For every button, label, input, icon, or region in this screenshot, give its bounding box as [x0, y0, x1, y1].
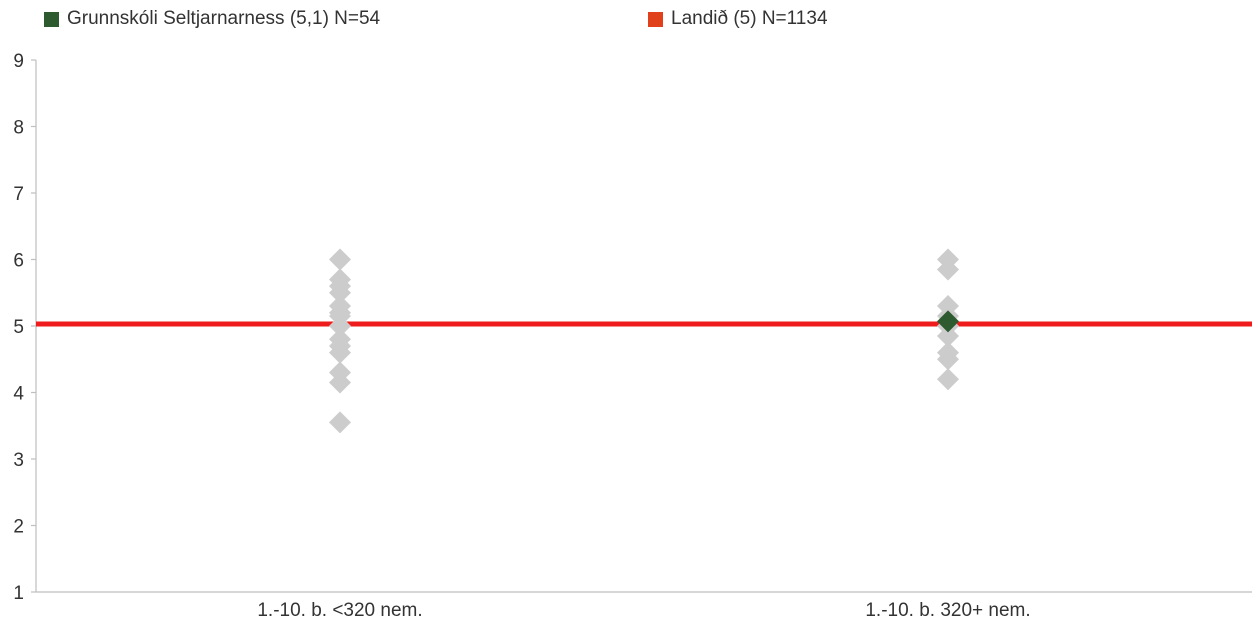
- chart-legend: Grunnskóli Seltjarnarness (5,1) N=54 Lan…: [0, 8, 1258, 38]
- other-school-marker: [937, 324, 959, 347]
- other-school-marker: [329, 281, 351, 304]
- y-tick-label: 2: [13, 517, 24, 538]
- y-tick-label: 8: [13, 118, 24, 139]
- y-tick-label: 7: [13, 184, 24, 205]
- legend-swatch-national: [648, 11, 663, 27]
- legend-label-national: Landið (5) N=1134: [671, 8, 828, 29]
- other-school-marker: [329, 411, 351, 434]
- school-marker: [937, 310, 959, 333]
- other-school-marker: [329, 315, 351, 337]
- y-tick-label: 5: [13, 317, 24, 338]
- y-tick-label: 6: [13, 251, 24, 272]
- legend-item-school: Grunnskóli Seltjarnarness (5,1) N=54: [44, 8, 380, 30]
- y-tick-label: 9: [13, 51, 24, 72]
- legend-swatch-school: [44, 11, 59, 27]
- y-tick-label: 3: [13, 450, 24, 471]
- other-school-marker: [937, 348, 959, 371]
- other-school-marker: [329, 248, 351, 271]
- other-school-marker: [329, 371, 351, 394]
- legend-item-national: Landið (5) N=1134: [648, 8, 828, 30]
- other-school-marker: [937, 258, 959, 281]
- other-school-marker: [937, 368, 959, 391]
- x-tick-label: 1.-10. b. <320 nem.: [257, 600, 422, 621]
- y-tick-label: 1: [13, 583, 24, 604]
- legend-label-school: Grunnskóli Seltjarnarness (5,1) N=54: [67, 8, 381, 29]
- x-tick-label: 1.-10. b. 320+ nem.: [865, 600, 1030, 621]
- other-school-marker: [329, 341, 351, 364]
- y-tick-label: 4: [13, 384, 24, 405]
